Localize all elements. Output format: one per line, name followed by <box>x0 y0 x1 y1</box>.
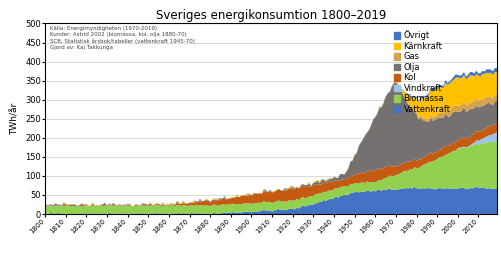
Y-axis label: TWh/år: TWh/år <box>11 103 20 135</box>
Title: Sveriges energikonsumtion 1800–2019: Sveriges energikonsumtion 1800–2019 <box>156 9 385 22</box>
Legend: Övrigt, Kärnkraft, Gas, Olja, Kol, Vindkraft, Biomassa, Vattenkraft: Övrigt, Kärnkraft, Gas, Olja, Kol, Vindk… <box>392 29 450 115</box>
Text: Källa: Energimyndigheten (1970-2019)
Kunder: Astrid 2002 (biomassa, kol, olja 18: Källa: Energimyndigheten (1970-2019) Kun… <box>50 26 194 50</box>
